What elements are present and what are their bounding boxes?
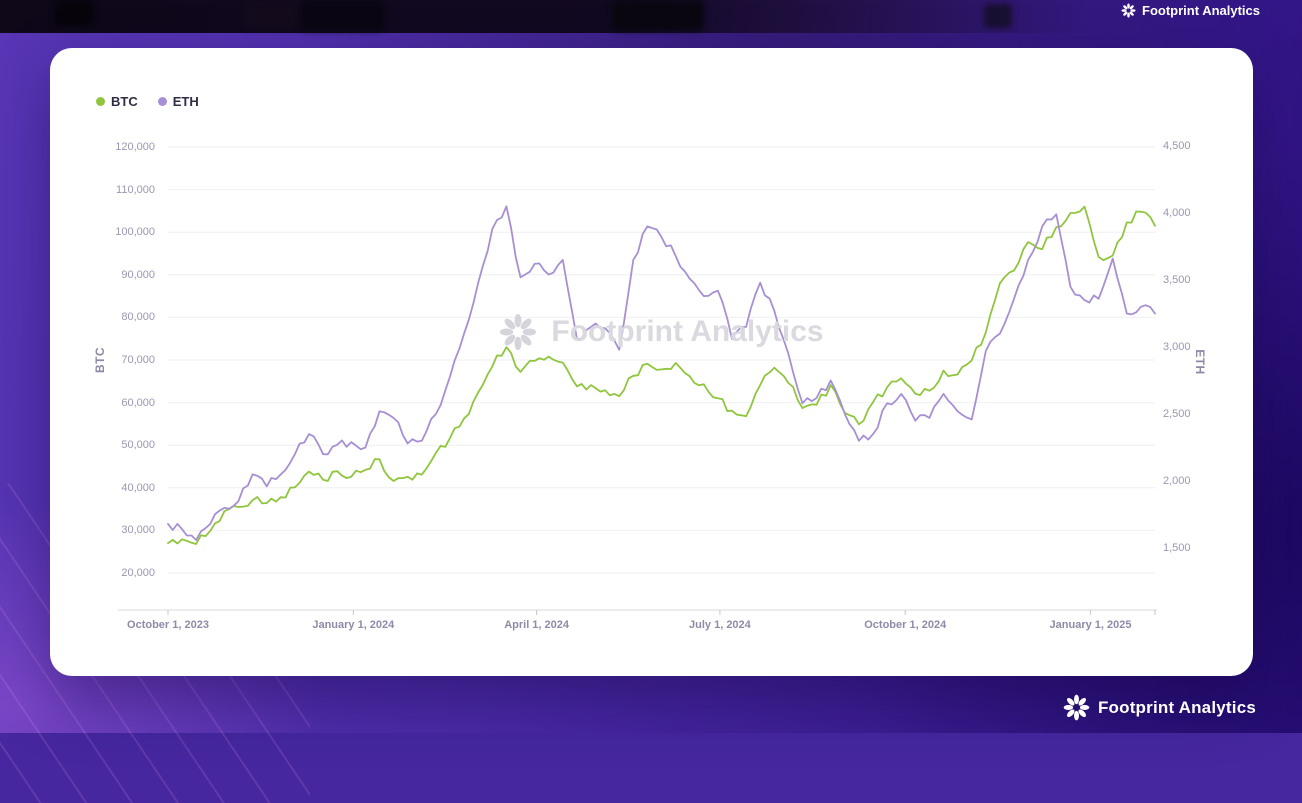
- background-blur-shape: [300, 0, 384, 31]
- left-axis-title: BTC: [93, 347, 107, 373]
- footprint-logo-text: Footprint Analytics: [1142, 3, 1260, 18]
- eth-legend-label: ETH: [172, 94, 199, 109]
- legend-item-eth[interactable]: ETH: [157, 94, 199, 109]
- btc-price-line: [167, 205, 1156, 545]
- right-axis-title: ETH: [1193, 349, 1207, 375]
- footprint-flower-icon: [1121, 3, 1136, 18]
- footprint-logo-text: Footprint Analytics: [1097, 697, 1256, 717]
- btc-legend-dot-icon: [96, 97, 105, 106]
- background-blur-shape: [984, 4, 1012, 28]
- btc-legend-label: BTC: [111, 94, 138, 109]
- footprint-logo-top[interactable]: Footprint Analytics: [1121, 3, 1260, 18]
- chart-card: BTC ETH Footprint A: [50, 48, 1253, 676]
- btc-eth-price-chart[interactable]: [50, 48, 1253, 676]
- footprint-flower-icon: [1063, 694, 1090, 721]
- legend-item-btc[interactable]: BTC: [96, 94, 138, 109]
- background-blur-shape: [243, 2, 305, 29]
- background-blur-shape: [55, 0, 93, 26]
- chart-legend: BTC ETH: [96, 94, 199, 109]
- background-blur-shape: [612, 0, 704, 31]
- footprint-logo-bottom[interactable]: Footprint Analytics: [1063, 694, 1256, 721]
- eth-legend-dot-icon: [157, 97, 167, 106]
- eth-price-line: [167, 205, 1156, 541]
- background-top-strip: [0, 0, 1302, 33]
